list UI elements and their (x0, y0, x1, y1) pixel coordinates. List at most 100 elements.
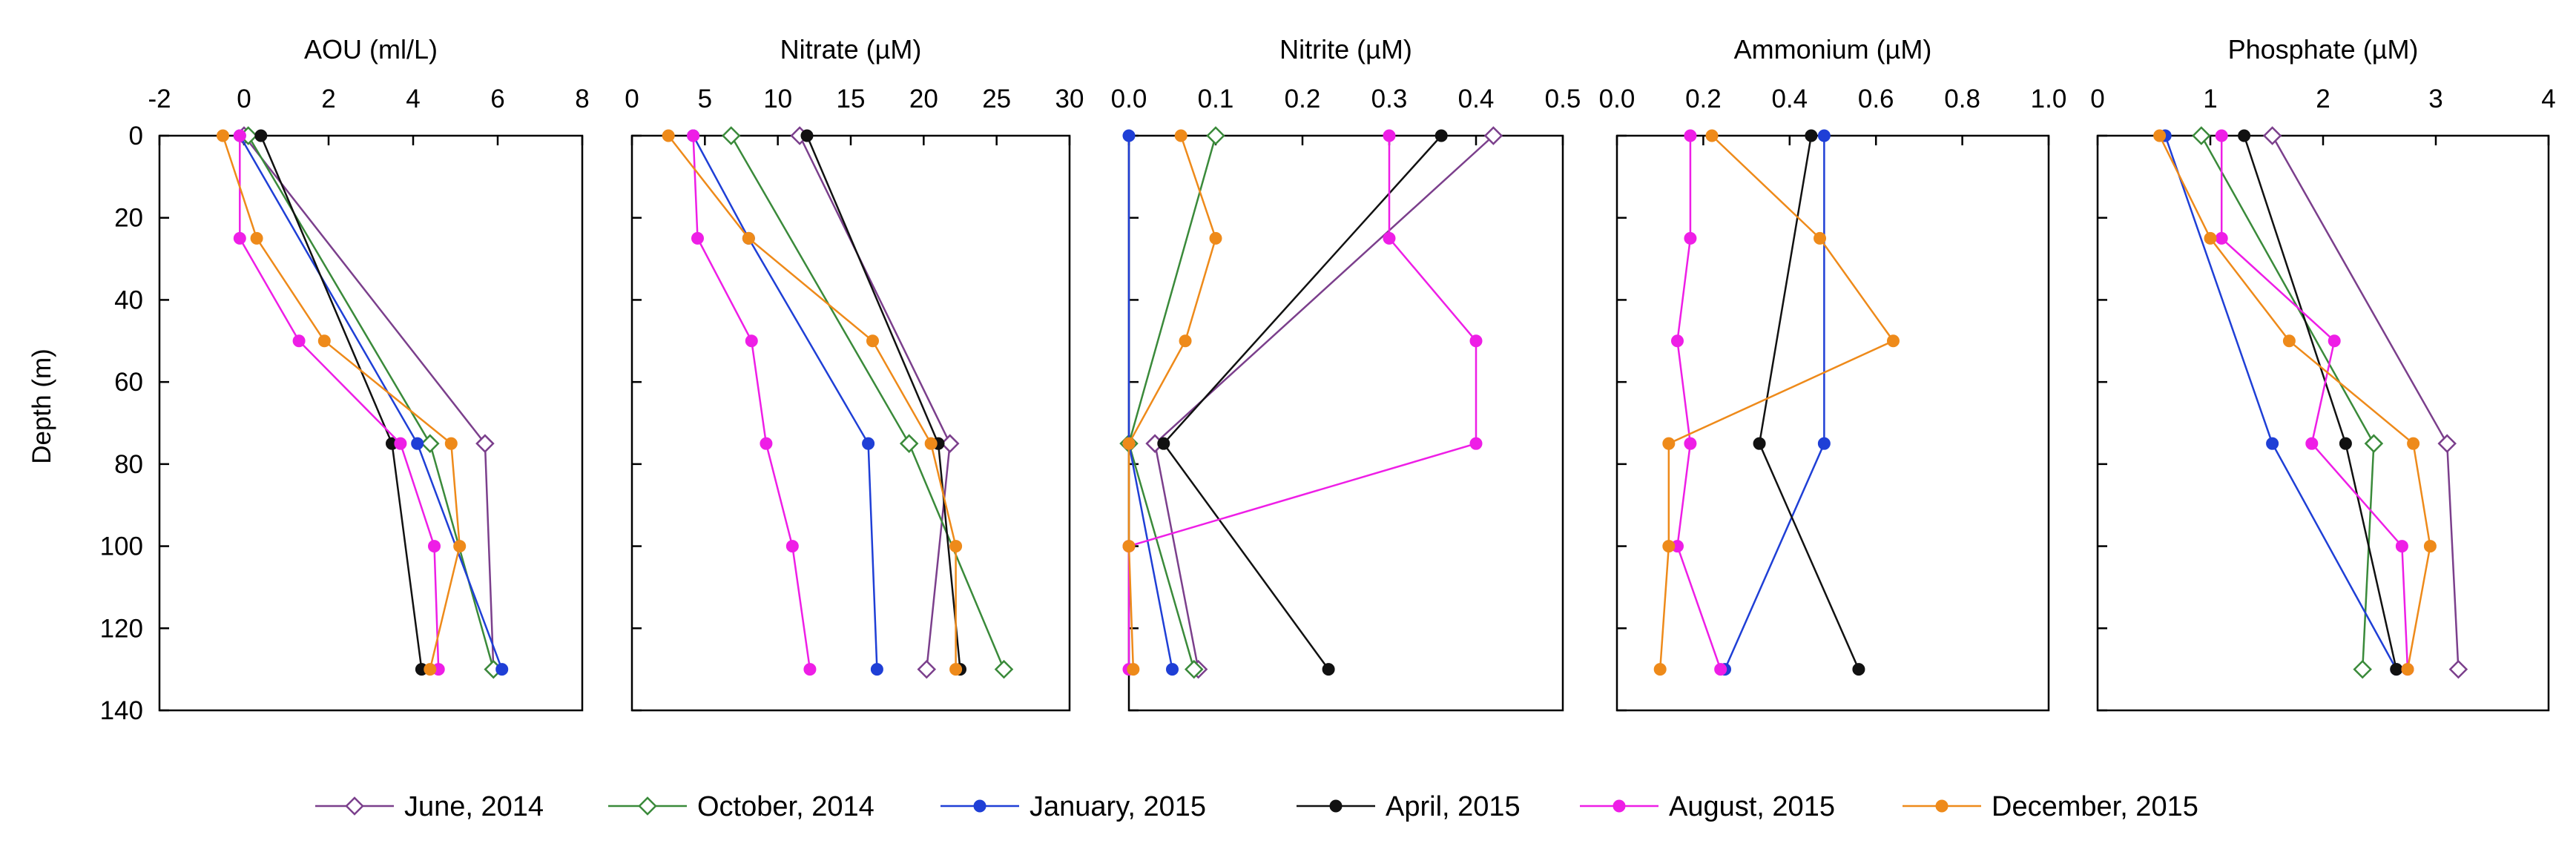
series-line (1127, 136, 1478, 670)
data-point: October, 2014: 4.4 at 75 m (421, 434, 440, 453)
series-line (243, 135, 495, 670)
legend-label: October, 2014 (697, 791, 874, 822)
data-point: August, 2015: 3.7 at 75 m (394, 437, 407, 450)
legend-label: April, 2015 (1386, 791, 1521, 822)
x-tick-label: 4 (406, 85, 420, 113)
data-point: August, 2015: 1.1 at 0 m (2215, 129, 2228, 142)
data-point: August, 2015: 8.2 at 50 m (745, 334, 758, 348)
series-line (1127, 135, 1217, 670)
data-point: January, 2015: 0.05 at 130 m (1166, 663, 1179, 676)
panel-title: Nitrite (µM) (1279, 34, 1412, 65)
y-tick-label: 40 (114, 285, 143, 314)
series-6: December, 2015: -0.5 at 0 m December, 201… (217, 129, 467, 676)
chart-panels: AOU (ml/L)-2 0 2 4 6 8020406080100120140June,… (100, 34, 2556, 725)
series-line (1724, 136, 1825, 670)
x-tick-label: 5 (698, 85, 712, 113)
data-point: December, 2015: 22.2 at 130 m (949, 663, 963, 676)
series-5: August, 2015: 0.3 at 0 m August, 2015: 0.… (1122, 129, 1483, 676)
data-point: August, 2015: 2.1 at 50 m (2328, 334, 2341, 348)
data-point: December, 2015: 0.22 at 0 m (1705, 129, 1719, 142)
data-point: April, 2015: 0.04 at 75 m (1157, 437, 1170, 450)
series-2: October, 2014: 6.8 at 0 m October, 2014: … (721, 126, 1014, 679)
series-5: August, 2015: -0.1 at 0 m August, 2015: -… (233, 129, 445, 676)
x-tick-label: 0.1 (1198, 85, 1234, 113)
data-point: October, 2014: 6.8 at 0 m (721, 126, 741, 145)
data-point: December, 2015: 16.5 at 50 m (866, 334, 879, 348)
data-point: August, 2015: 0.24 at 130 m (1714, 663, 1727, 676)
data-point: December, 2015: 4.4 at 130 m (424, 663, 437, 676)
data-point: January, 2015: 4.1 at 75 m (411, 437, 424, 450)
x-tick-label: 0.4 (1458, 85, 1495, 113)
y-tick-label: 0 (129, 122, 143, 151)
x-tick-label: 6 (490, 85, 504, 113)
series-line (1153, 135, 1495, 670)
data-point: August, 2015: 0.4 at 75 m (1469, 437, 1483, 450)
y-tick-label: 140 (100, 696, 143, 725)
data-point: December, 2015: 1.7 at 50 m (2282, 334, 2296, 348)
x-tick-label: 0.0 (1111, 85, 1147, 113)
series-6: December, 2015: 0.06 at 0 m December, 201… (1122, 129, 1222, 676)
x-tick-label: 0.2 (1685, 85, 1722, 113)
series-4: April, 2015: 1.3 at 0 m April, 2015: 2.2 … (2238, 129, 2403, 676)
data-point: August, 2015: 0.14 at 50 m (1670, 334, 1684, 348)
y-tick-label: 20 (114, 204, 143, 233)
data-point: December, 2015: 1 at 25 m (2204, 231, 2217, 245)
series-4: April, 2015: 0.45 at 0 m April, 2015: 0.3… (1753, 129, 1865, 676)
data-point: April, 2015: 0.23 at 130 m (1322, 663, 1335, 676)
data-point: June, 2014: 1.55 at 0 m (2262, 126, 2282, 145)
data-point: August, 2015: 4.2 at 0 m (687, 129, 700, 142)
data-point: October, 2014: 2.35 at 130 m (2353, 659, 2372, 679)
series-line (2271, 135, 2460, 670)
data-point: December, 2015: 0.1 at 25 m (1209, 231, 1222, 245)
legend-marker (638, 796, 657, 816)
data-point: January, 2015: 0.48 at 75 m (1817, 437, 1831, 450)
data-point: August, 2015: 4.5 at 100 m (428, 540, 441, 553)
data-point: December, 2015: 22.2 at 100 m (949, 540, 963, 553)
panel-2: Nitrate (µM)0 5 10 15 20 25 30June, 2014: 11.5… (625, 34, 1084, 712)
chart-legend: June, 2014 October, 2014 January, 2015 Apri… (315, 791, 2198, 822)
data-point: August, 2015: 11 at 100 m (785, 540, 799, 553)
data-point: August, 2015: 0.3 at 25 m (1383, 231, 1396, 245)
data-point: December, 2015: 5.1 at 100 m (453, 540, 467, 553)
x-tick-label: 10 (763, 85, 792, 113)
data-point: August, 2015: 0.17 at 25 m (1684, 231, 1697, 245)
data-point: August, 2015: 0.4 at 50 m (1469, 334, 1483, 348)
series-6: December, 2015: 0.55 at 0 m December, 201… (2153, 129, 2437, 676)
panel-frame (158, 134, 584, 712)
data-point: December, 2015: 1.9 at 50 m (317, 334, 331, 348)
panel-frame (2096, 134, 2550, 712)
series-line (692, 135, 878, 670)
data-point: June, 2014: 0.42 at 0 m (1483, 126, 1503, 145)
data-point: December, 2015: 0.64 at 50 m (1886, 334, 1900, 348)
series-3: January, 2015: -0.1 at 0 mJanuary, 2015:… (233, 129, 509, 676)
data-point: October, 2014: 0.075 at 130 m (1184, 659, 1204, 679)
legend-marker (345, 796, 364, 816)
legend-entry: October, 2014 (608, 791, 874, 822)
data-point: August, 2015: 1.9 at 75 m (2305, 437, 2319, 450)
series-1: June, 2014: 0 at 0 mJune, 2014: 5.7 at 7… (234, 126, 504, 679)
series-line (668, 135, 957, 670)
x-tick-label: 0.5 (1545, 85, 1581, 113)
series-line (1162, 135, 1443, 670)
panel-frame (1127, 134, 1564, 712)
data-point: January, 2015: 0.48 at 0 m (1817, 129, 1831, 142)
x-tick-label: 0 (2090, 85, 2104, 113)
data-point: December, 2015: 0.1 at 130 m (1653, 663, 1667, 676)
series-line (2220, 136, 2409, 670)
data-point: December, 2015: 2.5 at 0 m (662, 129, 675, 142)
x-tick-label: 30 (1055, 85, 1084, 113)
legend-entry: April, 2015 (1297, 791, 1521, 822)
y-tick-label: 60 (114, 368, 143, 397)
data-point: December, 2015: 4.9 at 75 m (444, 437, 458, 450)
series-line (222, 135, 461, 670)
series-2: October, 2014: 0.1 at 0 mOctober, 2014: … (238, 126, 504, 679)
legend-marker (1935, 799, 1949, 813)
series-line (1758, 135, 1860, 670)
panel-title: AOU (ml/L) (304, 34, 438, 65)
legend-marker (1329, 799, 1343, 813)
data-point: December, 2015: 0.12 at 100 m (1662, 540, 1676, 553)
data-point: October, 2014: 0.1 at 0 m (1206, 126, 1225, 145)
panel-title: Nitrate (µM) (780, 34, 922, 65)
x-tick-label: 0.8 (1944, 85, 1980, 113)
